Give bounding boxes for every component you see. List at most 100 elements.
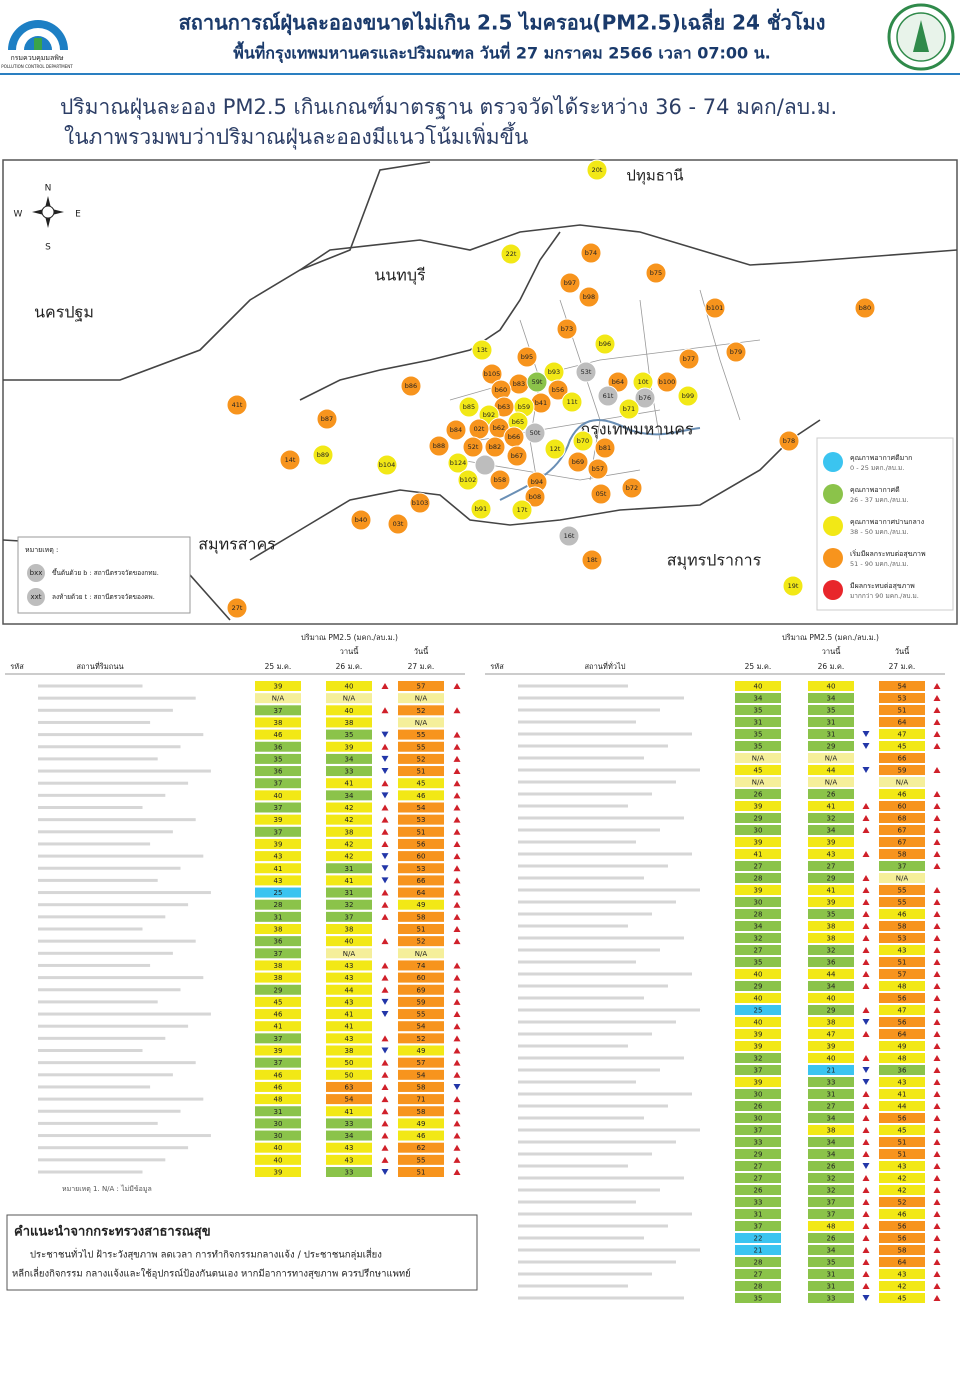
- pm-cell: [808, 1269, 854, 1279]
- pm-value: 38: [827, 923, 836, 931]
- pm-value: 28: [754, 1283, 763, 1291]
- place-name-placeholder: [518, 720, 636, 724]
- trend-up: [933, 1043, 941, 1049]
- pm-cell: [255, 705, 301, 716]
- pm-cell: [398, 936, 444, 947]
- pm-value: 35: [754, 743, 763, 751]
- pm-value: 30: [754, 827, 763, 835]
- header-band: [0, 0, 960, 74]
- pm-value: 51: [417, 1169, 426, 1177]
- pm-cell: [808, 1089, 854, 1099]
- station-marker: [226, 597, 248, 619]
- pm-value: 41: [345, 1011, 354, 1019]
- pm-cell: [398, 1009, 444, 1020]
- table-header: วานนี้: [822, 646, 841, 656]
- pm-value: 39: [754, 887, 763, 895]
- pm-value: 42: [345, 816, 354, 824]
- summary-line: ปริมาณฝุ่นละออง PM2.5 เกินเกณฑ์มาตรฐาน ต…: [60, 95, 837, 120]
- trend-up: [933, 851, 941, 857]
- trend-up: [862, 803, 870, 809]
- station-label: b74: [585, 249, 597, 257]
- pm-value: 60: [417, 853, 426, 861]
- place-name-placeholder: [518, 1200, 636, 1204]
- station-marker: [597, 385, 619, 407]
- pm-value: 43: [345, 1156, 354, 1164]
- pm-cell: [879, 1077, 925, 1087]
- place-name-placeholder: [518, 792, 652, 796]
- place-name-placeholder: [518, 1068, 660, 1072]
- station-label: b94: [531, 478, 543, 486]
- pm-value: 58: [417, 1083, 426, 1091]
- pm-cell: [879, 741, 925, 751]
- station-label: 27t: [232, 604, 243, 612]
- station-marker: [556, 318, 578, 340]
- trend-up: [381, 683, 389, 689]
- pm-value: 26: [754, 1103, 763, 1111]
- pm-value: 64: [898, 1259, 907, 1267]
- station-marker: [471, 339, 493, 361]
- pm-value: 31: [827, 1271, 836, 1279]
- pm-value: 30: [754, 1091, 763, 1099]
- trend-up: [381, 974, 389, 981]
- trend-up: [862, 1007, 870, 1013]
- pm-cell: [326, 875, 372, 886]
- station-marker: [778, 430, 800, 452]
- pm-value: 43: [345, 974, 354, 982]
- trend-up: [933, 743, 941, 749]
- pm-value: 36: [274, 938, 283, 946]
- pm-cell: [808, 813, 854, 823]
- pm-value: 32: [827, 1187, 836, 1195]
- pm-value: 31: [827, 719, 836, 727]
- trend-up: [453, 901, 461, 908]
- place-name-placeholder: [38, 830, 173, 834]
- pm-value: 35: [274, 755, 283, 763]
- place-name-placeholder: [38, 696, 196, 700]
- pm-value: 35: [754, 707, 763, 715]
- station-label: b96: [599, 340, 611, 348]
- pm-cell: [326, 838, 372, 849]
- legend-label: คุณภาพอากาศปานกลาง: [850, 518, 924, 526]
- pm-cell: [255, 766, 301, 777]
- pm-value: 60: [417, 974, 426, 982]
- pm-cell: [879, 1101, 925, 1111]
- pm-value: 38: [274, 719, 283, 727]
- table-header: สถานที่ริมถนน: [76, 661, 123, 671]
- pcd-logo: [8, 20, 68, 50]
- pm-cell: [735, 969, 781, 979]
- pm-value: 37: [274, 804, 283, 812]
- pm-cell: [398, 741, 444, 752]
- pm-cell: [398, 778, 444, 789]
- pm-cell: [326, 1081, 372, 1092]
- pm-value: 74: [417, 962, 426, 970]
- station-marker: [621, 477, 643, 499]
- place-name-placeholder: [518, 1044, 628, 1048]
- station-marker: [634, 387, 656, 409]
- pm-cell: [735, 1293, 781, 1303]
- pm-value: 46: [417, 792, 426, 800]
- station-marker: [312, 444, 334, 466]
- pm-cell: [735, 825, 781, 835]
- trend-up: [933, 959, 941, 965]
- trend-up: [453, 1144, 461, 1151]
- station-label: b101: [707, 304, 724, 312]
- pm-cell: [326, 790, 372, 801]
- place-name-placeholder: [518, 840, 636, 844]
- place-name-placeholder: [518, 1140, 676, 1144]
- pm-cell: [879, 1089, 925, 1099]
- pm-cell: [879, 873, 925, 883]
- station-label: b72: [626, 484, 638, 492]
- station-label: b40: [355, 516, 367, 524]
- pm-cell: [879, 777, 925, 787]
- pm-value: 55: [898, 899, 907, 907]
- pm-value: 34: [345, 1132, 354, 1140]
- station-marker: [581, 549, 603, 571]
- pm-cell: [326, 936, 372, 947]
- pm-value: 29: [827, 1007, 836, 1015]
- station-label: 14t: [285, 456, 296, 464]
- pm-cell: [735, 1233, 781, 1243]
- advice-line: หลีกเลี่ยงกิจกรรม กลางแจ้งและใช้อุปกรณ์ป…: [12, 1267, 411, 1280]
- pm-value: 58: [898, 923, 907, 931]
- pm-value: 39: [754, 839, 763, 847]
- pm-value: 45: [417, 780, 426, 788]
- place-name-placeholder: [518, 816, 684, 820]
